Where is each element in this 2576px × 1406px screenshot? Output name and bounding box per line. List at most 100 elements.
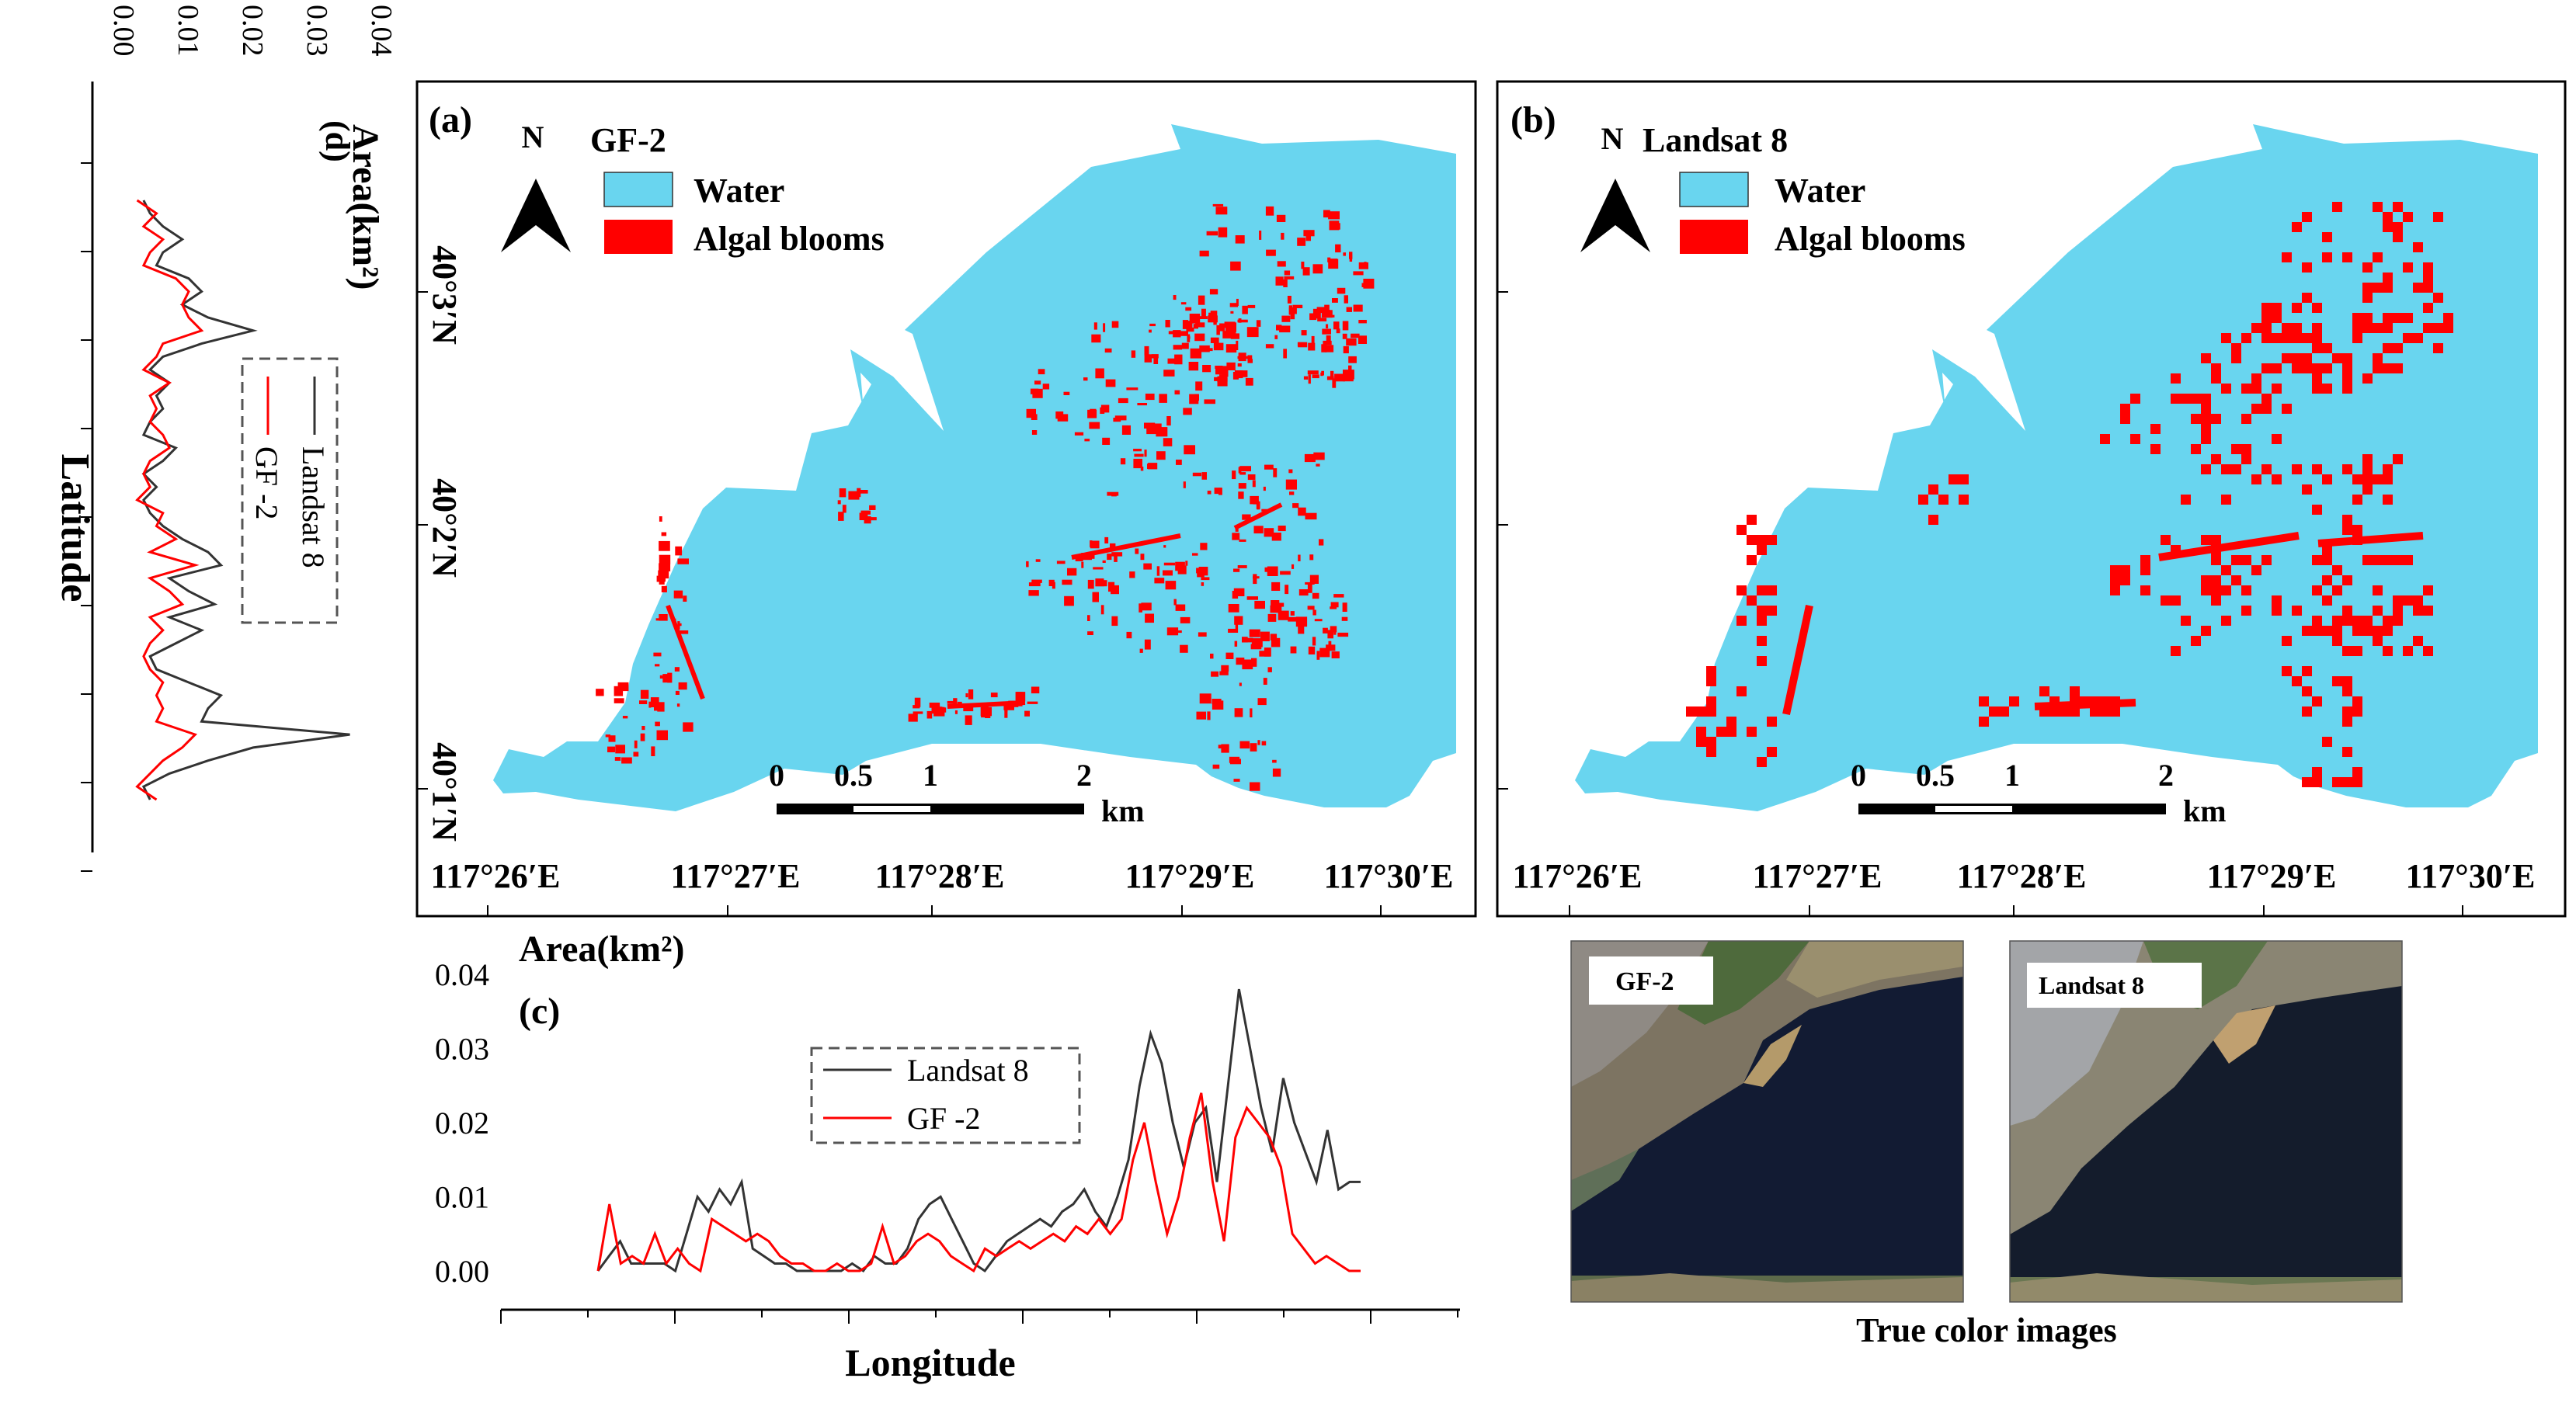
algal-bloom-patch xyxy=(1301,330,1307,335)
algal-bloom-pixel xyxy=(2332,565,2342,575)
algal-bloom-pixel xyxy=(2282,333,2292,343)
panel-a-lon-tick-label: 117°28′E xyxy=(875,857,1005,895)
algal-bloom-patch xyxy=(913,705,920,709)
algal-bloom-pixel xyxy=(1696,727,1706,737)
algal-bloom-pixel xyxy=(2201,424,2211,434)
algal-bloom-pixel xyxy=(2373,363,2383,373)
algal-bloom-pixel xyxy=(2272,606,2282,616)
panel-a-scale-bar-segment xyxy=(853,806,930,812)
algal-bloom-pixel xyxy=(2322,575,2332,585)
algal-bloom-pixel xyxy=(2120,414,2130,424)
algal-bloom-patch xyxy=(1140,467,1144,471)
algal-bloom-patch xyxy=(1337,632,1349,637)
algal-bloom-patch xyxy=(1236,340,1239,350)
algal-bloom-patch xyxy=(908,713,918,722)
algal-bloom-pixel xyxy=(2171,394,2181,404)
landsat-image-tag: Landsat 8 xyxy=(2039,971,2144,999)
algal-bloom-patch xyxy=(1137,403,1147,406)
algal-bloom-pixel xyxy=(2211,555,2221,565)
algal-bloom-patch xyxy=(1087,579,1094,589)
algal-bloom-pixel xyxy=(2070,686,2080,696)
algal-bloom-pixel xyxy=(2231,353,2241,363)
panel-b-map: (b) N Landsat 8 Water Algal blooms 0 0.5 1… xyxy=(1496,80,2567,918)
algal-bloom-pixel xyxy=(2261,394,2272,404)
algal-bloom-patch xyxy=(1256,501,1260,509)
algal-bloom-patch xyxy=(1156,427,1168,437)
algal-bloom-patch xyxy=(1284,276,1295,279)
algal-bloom-pixel xyxy=(1757,636,1767,646)
algal-bloom-patch xyxy=(1316,463,1320,467)
algal-bloom-patch xyxy=(1275,276,1284,286)
algal-bloom-patch xyxy=(1333,594,1344,598)
algal-bloom-patch xyxy=(1144,639,1151,650)
algal-bloom-patch xyxy=(1048,579,1055,586)
panel-c-y-axis-title: Area(km²) xyxy=(519,929,684,970)
algal-bloom-pixel xyxy=(2383,616,2393,626)
algal-bloom-pixel xyxy=(2312,696,2322,706)
algal-bloom-patch xyxy=(1251,658,1257,667)
algal-bloom-patch xyxy=(1081,561,1084,568)
algal-bloom-patch xyxy=(1031,430,1038,435)
algal-bloom-patch xyxy=(1144,450,1147,457)
algal-bloom-patch xyxy=(965,693,968,698)
algal-bloom-pixel xyxy=(2423,283,2433,293)
algal-bloom-patch xyxy=(1328,641,1332,649)
algal-bloom-patch xyxy=(1031,579,1042,583)
algal-bloom-patch xyxy=(1281,315,1291,322)
panel-a-label: (a) xyxy=(429,99,472,141)
algal-bloom-patch xyxy=(1194,333,1205,342)
algal-bloom-patch xyxy=(864,516,871,524)
algal-bloom-patch xyxy=(1120,458,1126,465)
algal-bloom-pixel xyxy=(2120,404,2130,414)
algal-bloom-patch xyxy=(1330,602,1339,608)
algal-bloom-patch xyxy=(1343,370,1354,380)
algal-bloom-pixel xyxy=(1747,595,1757,606)
algal-bloom-pixel xyxy=(2191,394,2201,404)
algal-bloom-patch xyxy=(954,710,958,714)
algal-bloom-patch xyxy=(1211,671,1218,677)
algal-bloom-patch xyxy=(1095,368,1104,379)
algal-bloom-pixel xyxy=(2130,434,2140,444)
algal-bloom-patch xyxy=(1265,344,1274,349)
algal-bloom-patch xyxy=(1246,596,1258,600)
panel-b-sensor-title: Landsat 8 xyxy=(1643,121,1788,159)
algal-bloom-pixel xyxy=(2090,706,2100,717)
algal-bloom-patch xyxy=(1292,304,1303,308)
algal-bloom-patch xyxy=(1100,404,1110,413)
algal-bloom-patch xyxy=(1316,651,1320,660)
algal-bloom-pixel xyxy=(2221,565,2231,575)
algal-bloom-patch xyxy=(667,672,673,683)
algal-bloom-patch xyxy=(662,674,671,683)
algal-bloom-patch xyxy=(1252,480,1256,488)
algal-bloom-pixel xyxy=(2362,323,2373,333)
algal-bloom-patch xyxy=(1102,437,1111,445)
algal-bloom-patch xyxy=(1144,422,1156,429)
algal-bloom-patch xyxy=(1139,648,1143,653)
algal-bloom-pixel xyxy=(2251,474,2261,484)
panel-a-lon-tick-label: 117°27′E xyxy=(671,857,801,895)
panel-c-y-tick-label: 0.02 xyxy=(435,1106,489,1140)
algal-bloom-pixel xyxy=(1747,515,1757,525)
algal-bloom-patch xyxy=(1091,334,1101,343)
algal-bloom-patch xyxy=(1271,533,1281,541)
algal-bloom-patch xyxy=(1024,710,1030,717)
algal-bloom-pixel xyxy=(2362,616,2373,626)
true-color-images: GF-2 Landsat 8 True color images xyxy=(1570,940,2403,1349)
algal-bloom-patch xyxy=(1265,206,1274,216)
algal-bloom-patch xyxy=(657,702,665,712)
algal-bloom-patch xyxy=(1100,605,1104,615)
algal-bloom-pixel xyxy=(2150,444,2161,454)
algal-bloom-patch xyxy=(1062,579,1072,585)
algal-bloom-pixel xyxy=(1757,606,1767,616)
algal-bloom-pixel xyxy=(2251,384,2261,394)
algal-bloom-pixel xyxy=(2272,303,2282,313)
algal-bloom-pixel xyxy=(2211,595,2221,606)
algal-bloom-patch xyxy=(1145,613,1154,623)
algal-bloom-patch xyxy=(1353,304,1363,312)
algal-bloom-pixel xyxy=(2231,343,2241,353)
algal-bloom-patch xyxy=(1245,377,1253,386)
algal-bloom-patch xyxy=(1298,507,1306,516)
algal-bloom-pixel xyxy=(2221,384,2231,394)
algal-bloom-pixel xyxy=(2322,343,2332,353)
algal-bloom-pixel xyxy=(2312,384,2322,394)
